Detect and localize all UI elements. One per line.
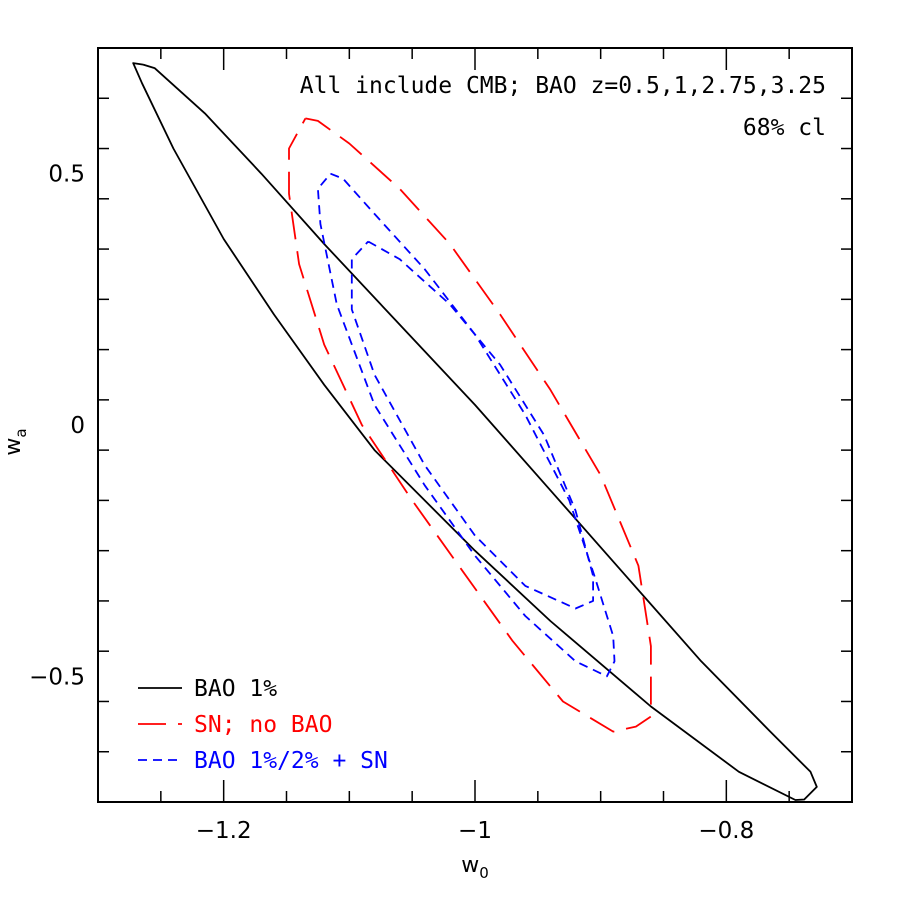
legend-label: BAO 1%/2% + SN: [194, 748, 388, 774]
annotation-cl: 68% cl: [743, 115, 826, 141]
x-tick-label: −1.2: [196, 818, 252, 844]
legend: BAO 1% SN; no BAO BAO 1%/2% + SN: [138, 676, 388, 774]
x-tick-label: −0.8: [698, 818, 754, 844]
tick-labels: −1.2 −1 −0.8 −0.5 0 0.5: [29, 162, 754, 844]
x-tick-label: −1: [458, 818, 492, 844]
y-axis-label: wa: [1, 428, 30, 455]
x-axis-label: w0: [461, 853, 489, 882]
y-axis-label-sub: a: [12, 428, 30, 437]
axis-ticks: [97, 47, 853, 803]
y-tick-label: 0.5: [48, 162, 85, 188]
series-contour-3: [350, 240, 594, 610]
series-layer: [132, 62, 818, 801]
annotation-title: All include CMB; BAO z=0.5,1,2.75,3.25: [300, 73, 826, 99]
legend-label: SN; no BAO: [194, 712, 332, 738]
legend-label: BAO 1%: [194, 676, 277, 702]
y-axis-label-main: w: [1, 438, 26, 456]
y-tick-label: 0: [70, 413, 85, 439]
x-axis-label-main: w: [461, 853, 479, 878]
series-contour-1: [288, 117, 652, 733]
series-contour-2: [316, 172, 616, 678]
x-axis-label-sub: 0: [479, 864, 489, 882]
series-contour-0: [132, 62, 818, 801]
y-tick-label: −0.5: [29, 664, 85, 690]
